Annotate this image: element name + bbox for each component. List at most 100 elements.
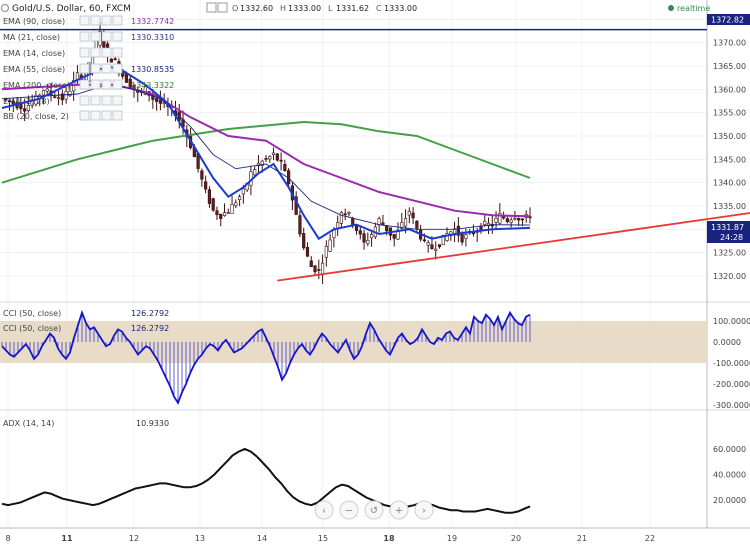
last-price-marker: 1331.87 24:28 [707, 221, 750, 243]
ohlc-value: 1331.62 [336, 4, 369, 13]
reset-button[interactable]: ↺ [364, 500, 384, 520]
symbol-title: Gold/U.S. Dollar, 60, FXCM [12, 4, 131, 14]
indicator-control-icon[interactable] [79, 63, 90, 74]
indicator-control-icon[interactable] [90, 47, 101, 58]
time-tick-label: 15 [318, 534, 328, 543]
svg-text:ADX (14, 14): ADX (14, 14) [3, 419, 54, 428]
candle-body [343, 213, 347, 216]
settings-icon[interactable] [217, 2, 228, 13]
adx-axis: 60.0000 40.0000 20.0000 [713, 445, 746, 505]
time-axis: 8 11 12 13 14 15 18 19 20 21 22 [5, 534, 655, 543]
candle-body [215, 210, 219, 216]
candle-body [403, 218, 408, 227]
indicator-row[interactable]: EMA (200, close) 1343.3322 [3, 79, 174, 90]
indicator-control-icon[interactable] [101, 79, 112, 90]
candle-body [415, 220, 419, 229]
indicator-row[interactable]: EMA (55, close) 1330.8535 [3, 63, 174, 74]
indicator-control-icon[interactable] [90, 110, 101, 121]
candle-body [309, 260, 313, 268]
indicator-row[interactable]: EMA (2, 28) [3, 95, 123, 106]
cci-pane[interactable] [1, 309, 531, 405]
indicator-control-icon[interactable] [101, 95, 112, 106]
indicator-control-icon[interactable] [112, 47, 123, 58]
price-pane[interactable] [0, 22, 750, 284]
indicator-control-icon[interactable] [101, 63, 112, 74]
indicator-name: EMA (14, close) [3, 49, 65, 58]
ohlc-label: H [280, 4, 286, 13]
candle-body [207, 189, 212, 204]
ohlc-label: C [376, 4, 382, 13]
indicator-control-icon[interactable] [90, 63, 101, 74]
ohlc-values: O 1332.60 H 1333.00 L 1331.62 C 1333.00 [232, 4, 417, 13]
indicator-legend[interactable]: EMA (90, close) 1332.7742 MA (21, close) 13… [3, 15, 174, 121]
indicator-control-icon[interactable] [90, 15, 101, 26]
indicator-row[interactable]: BB (20, close, 2) [3, 110, 123, 121]
candle-body [219, 213, 223, 219]
realtime-status-icon [668, 5, 674, 11]
indicator-control-icon[interactable] [79, 110, 90, 121]
realtime-label: realtime [677, 4, 710, 13]
candle-body [260, 160, 264, 166]
visibility-icon[interactable] [206, 2, 217, 13]
candle-body [204, 181, 208, 190]
candle-body [45, 88, 49, 92]
indicator-control-icon[interactable] [112, 15, 123, 26]
indicator-control-icon[interactable] [112, 110, 123, 121]
indicator-control-icon[interactable] [90, 79, 101, 90]
svg-text:↺: ↺ [370, 506, 378, 517]
indicator-control-icon[interactable] [101, 110, 112, 121]
indicator-control-icon[interactable] [79, 31, 90, 42]
indicator-control-icon[interactable] [112, 63, 123, 74]
indicator-value: 1332.7742 [131, 17, 174, 26]
series-line-ema-55-close-[interactable] [1, 84, 531, 230]
ohlc-label: L [328, 4, 333, 13]
series-line-ema-200-close-[interactable] [1, 120, 531, 184]
candle-body [411, 212, 415, 219]
candle-body [328, 239, 332, 252]
svg-text:126.2792: 126.2792 [131, 324, 169, 333]
indicator-control-icon[interactable] [79, 79, 90, 90]
zoom-in-button[interactable]: + [389, 500, 409, 520]
chart-nav-controls[interactable]: ‹ − ↺ + › [314, 500, 434, 520]
adx-line[interactable] [1, 447, 531, 514]
indicator-control-icon[interactable] [90, 95, 101, 106]
candle-body [347, 211, 351, 214]
indicator-control-icon[interactable] [101, 15, 112, 26]
ohlc-value: 1333.00 [384, 4, 417, 13]
indicator-control-icon[interactable] [79, 47, 90, 58]
indicator-value: 1330.3310 [131, 33, 174, 42]
indicator-control-icon[interactable] [79, 15, 90, 26]
cci-legend[interactable]: CCI (50, close) 126.2792 CCI (50, close)… [3, 309, 169, 333]
zoom-out-button[interactable]: − [339, 500, 359, 520]
time-tick-label: 18 [383, 534, 395, 543]
header-buttons[interactable] [206, 2, 228, 13]
indicator-control-icon[interactable] [112, 31, 123, 42]
svg-text:›: › [422, 506, 426, 517]
svg-text:24:28: 24:28 [720, 233, 743, 242]
candle-body [320, 262, 325, 274]
candle-body [234, 202, 238, 207]
indicator-control-icon[interactable] [112, 79, 123, 90]
indicator-name: EMA (90, close) [3, 17, 65, 26]
candle-body [113, 58, 117, 61]
cci-line[interactable] [1, 309, 531, 405]
candle-body [23, 108, 27, 112]
candle-body [75, 72, 80, 80]
candle-body [253, 169, 257, 176]
indicator-control-icon[interactable] [79, 95, 90, 106]
indicator-row[interactable]: EMA (14, close) [3, 47, 123, 58]
indicator-control-icon[interactable] [112, 95, 123, 106]
indicator-control-icon[interactable] [101, 31, 112, 42]
indicator-control-icon[interactable] [90, 31, 101, 42]
adx-legend[interactable]: ADX (14, 14) 10.9330 [3, 419, 169, 428]
time-tick-label: 12 [129, 534, 139, 543]
indicator-row[interactable]: MA (21, close) 1330.3310 [3, 31, 174, 42]
candlesticks [4, 22, 532, 284]
indicator-control-icon[interactable] [101, 47, 112, 58]
scroll-right-button[interactable]: › [414, 500, 434, 520]
adx-pane[interactable] [1, 447, 531, 514]
candle-body [358, 230, 362, 235]
support-trendline[interactable] [277, 212, 750, 282]
scroll-left-button[interactable]: ‹ [314, 500, 334, 520]
indicator-row[interactable]: EMA (90, close) 1332.7742 [3, 15, 174, 26]
